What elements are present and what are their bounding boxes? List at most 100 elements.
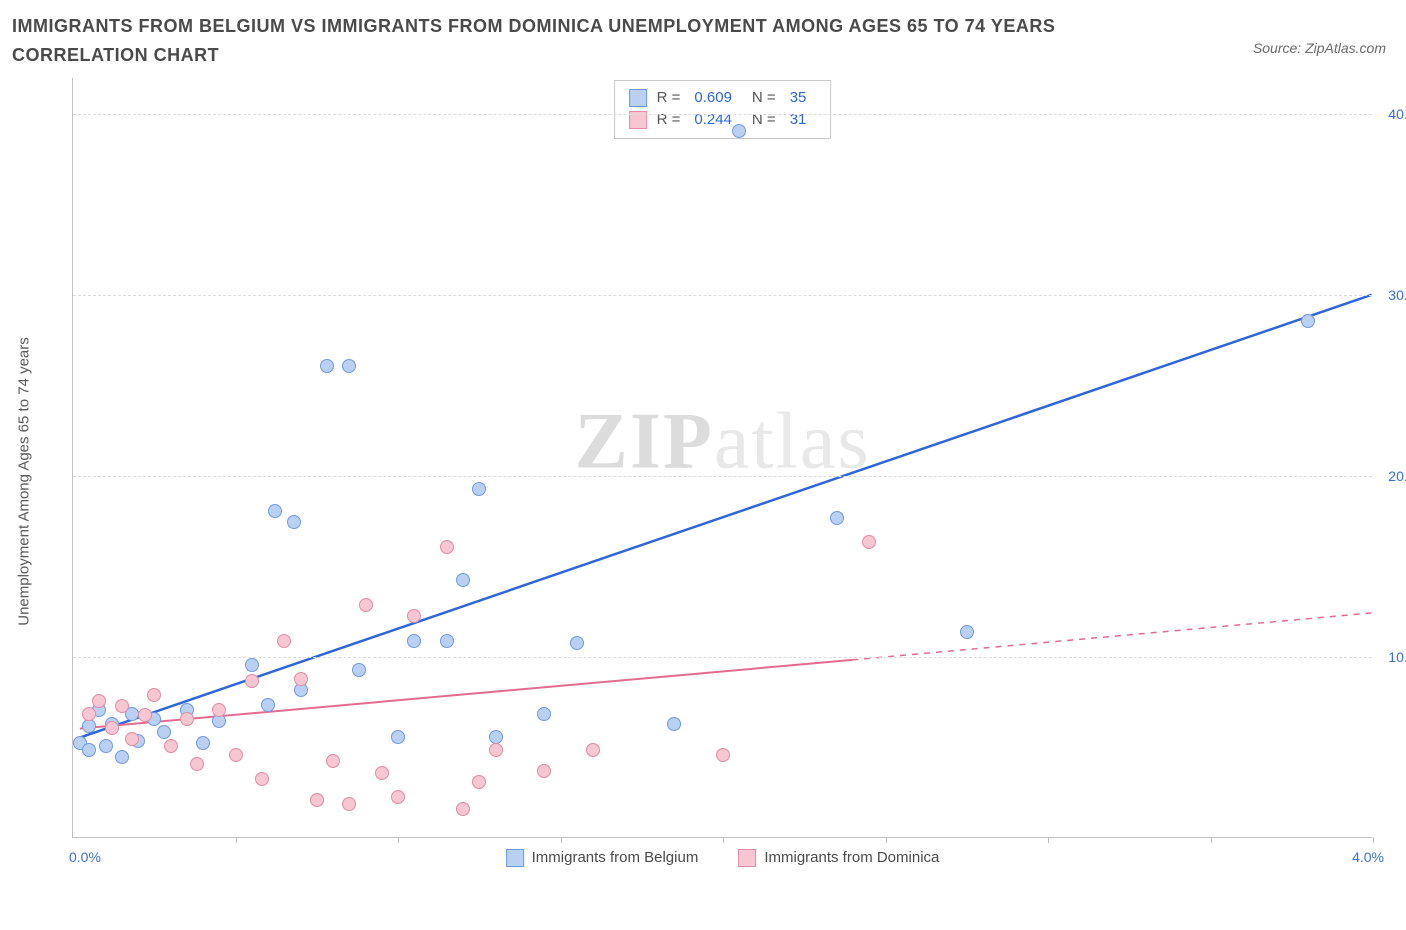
series-label: Immigrants from Dominica bbox=[764, 849, 939, 866]
gridline bbox=[73, 476, 1372, 477]
x-tick bbox=[561, 837, 562, 843]
data-point bbox=[359, 598, 373, 612]
data-point bbox=[287, 515, 301, 529]
legend-row: R = 0.609 N = 35 bbox=[629, 87, 817, 110]
plot-region: ZIPatlas R = 0.609 N = 35 R = 0.244 N = … bbox=[72, 78, 1372, 838]
legend-swatch bbox=[738, 849, 756, 867]
chart-title: IMMIGRANTS FROM BELGIUM VS IMMIGRANTS FR… bbox=[12, 12, 1162, 70]
x-tick bbox=[398, 837, 399, 843]
data-point bbox=[82, 719, 96, 733]
data-point bbox=[456, 573, 470, 587]
y-tick-label: 30.0% bbox=[1388, 287, 1406, 303]
y-tick-label: 20.0% bbox=[1388, 468, 1406, 484]
r-label: R = bbox=[657, 87, 681, 110]
stats-legend: R = 0.609 N = 35 R = 0.244 N = 31 bbox=[614, 80, 832, 139]
data-point bbox=[164, 739, 178, 753]
x-tick bbox=[1211, 837, 1212, 843]
data-point bbox=[456, 802, 470, 816]
data-point bbox=[277, 634, 291, 648]
r-label: R = bbox=[657, 109, 681, 132]
data-point bbox=[294, 672, 308, 686]
series-legend-item: Immigrants from Belgium bbox=[506, 849, 699, 867]
data-point bbox=[489, 743, 503, 757]
legend-swatch bbox=[629, 89, 647, 107]
r-value: 0.609 bbox=[694, 87, 732, 110]
data-point bbox=[147, 688, 161, 702]
data-point bbox=[82, 743, 96, 757]
data-point bbox=[960, 625, 974, 639]
series-label: Immigrants from Belgium bbox=[532, 849, 699, 866]
series-legend-item: Immigrants from Dominica bbox=[738, 849, 939, 867]
data-point bbox=[212, 703, 226, 717]
watermark: ZIPatlas bbox=[575, 396, 871, 487]
n-label: N = bbox=[752, 109, 776, 132]
data-point bbox=[342, 359, 356, 373]
x-tick bbox=[1373, 837, 1374, 843]
x-tick bbox=[723, 837, 724, 843]
trend-line-extrapolated bbox=[852, 613, 1371, 660]
source-attribution: Source: ZipAtlas.com bbox=[1253, 40, 1386, 56]
n-value: 35 bbox=[790, 87, 807, 110]
data-point bbox=[570, 636, 584, 650]
data-point bbox=[472, 775, 486, 789]
data-point bbox=[82, 707, 96, 721]
data-point bbox=[407, 634, 421, 648]
data-point bbox=[115, 699, 129, 713]
data-point bbox=[99, 739, 113, 753]
n-label: N = bbox=[752, 87, 776, 110]
gridline bbox=[73, 114, 1372, 115]
data-point bbox=[125, 732, 139, 746]
data-point bbox=[190, 757, 204, 771]
data-point bbox=[407, 609, 421, 623]
x-tick bbox=[886, 837, 887, 843]
x-end-label: 4.0% bbox=[1352, 849, 1384, 865]
data-point bbox=[830, 511, 844, 525]
gridline bbox=[73, 295, 1372, 296]
data-point bbox=[105, 721, 119, 735]
data-point bbox=[732, 124, 746, 138]
y-axis-label: Unemployment Among Ages 65 to 74 years bbox=[16, 337, 33, 626]
data-point bbox=[440, 540, 454, 554]
data-point bbox=[196, 736, 210, 750]
data-point bbox=[310, 793, 324, 807]
data-point bbox=[92, 694, 106, 708]
data-point bbox=[342, 797, 356, 811]
data-point bbox=[320, 359, 334, 373]
data-point bbox=[138, 708, 152, 722]
data-point bbox=[326, 754, 340, 768]
data-point bbox=[245, 658, 259, 672]
legend-row: R = 0.244 N = 31 bbox=[629, 109, 817, 132]
r-value: 0.244 bbox=[694, 109, 732, 132]
data-point bbox=[261, 698, 275, 712]
data-point bbox=[375, 766, 389, 780]
data-point bbox=[268, 504, 282, 518]
n-value: 31 bbox=[790, 109, 807, 132]
data-point bbox=[1301, 314, 1315, 328]
data-point bbox=[180, 712, 194, 726]
y-tick-label: 40.0% bbox=[1388, 106, 1406, 122]
data-point bbox=[352, 663, 366, 677]
data-point bbox=[586, 743, 600, 757]
data-point bbox=[716, 748, 730, 762]
data-point bbox=[537, 764, 551, 778]
data-point bbox=[391, 790, 405, 804]
data-point bbox=[157, 725, 171, 739]
data-point bbox=[391, 730, 405, 744]
trend-line bbox=[80, 659, 852, 728]
data-point bbox=[862, 535, 876, 549]
legend-swatch bbox=[506, 849, 524, 867]
trendlines-layer bbox=[73, 78, 1372, 837]
x-tick bbox=[236, 837, 237, 843]
x-tick bbox=[1048, 837, 1049, 843]
gridline bbox=[73, 657, 1372, 658]
data-point bbox=[255, 772, 269, 786]
data-point bbox=[229, 748, 243, 762]
series-legend: Immigrants from Belgium Immigrants from D… bbox=[506, 849, 940, 867]
data-point bbox=[472, 482, 486, 496]
data-point bbox=[537, 707, 551, 721]
data-point bbox=[245, 674, 259, 688]
x-origin-label: 0.0% bbox=[69, 849, 101, 865]
y-tick-label: 10.0% bbox=[1388, 649, 1406, 665]
data-point bbox=[115, 750, 129, 764]
chart-area: Unemployment Among Ages 65 to 74 years Z… bbox=[62, 78, 1382, 868]
